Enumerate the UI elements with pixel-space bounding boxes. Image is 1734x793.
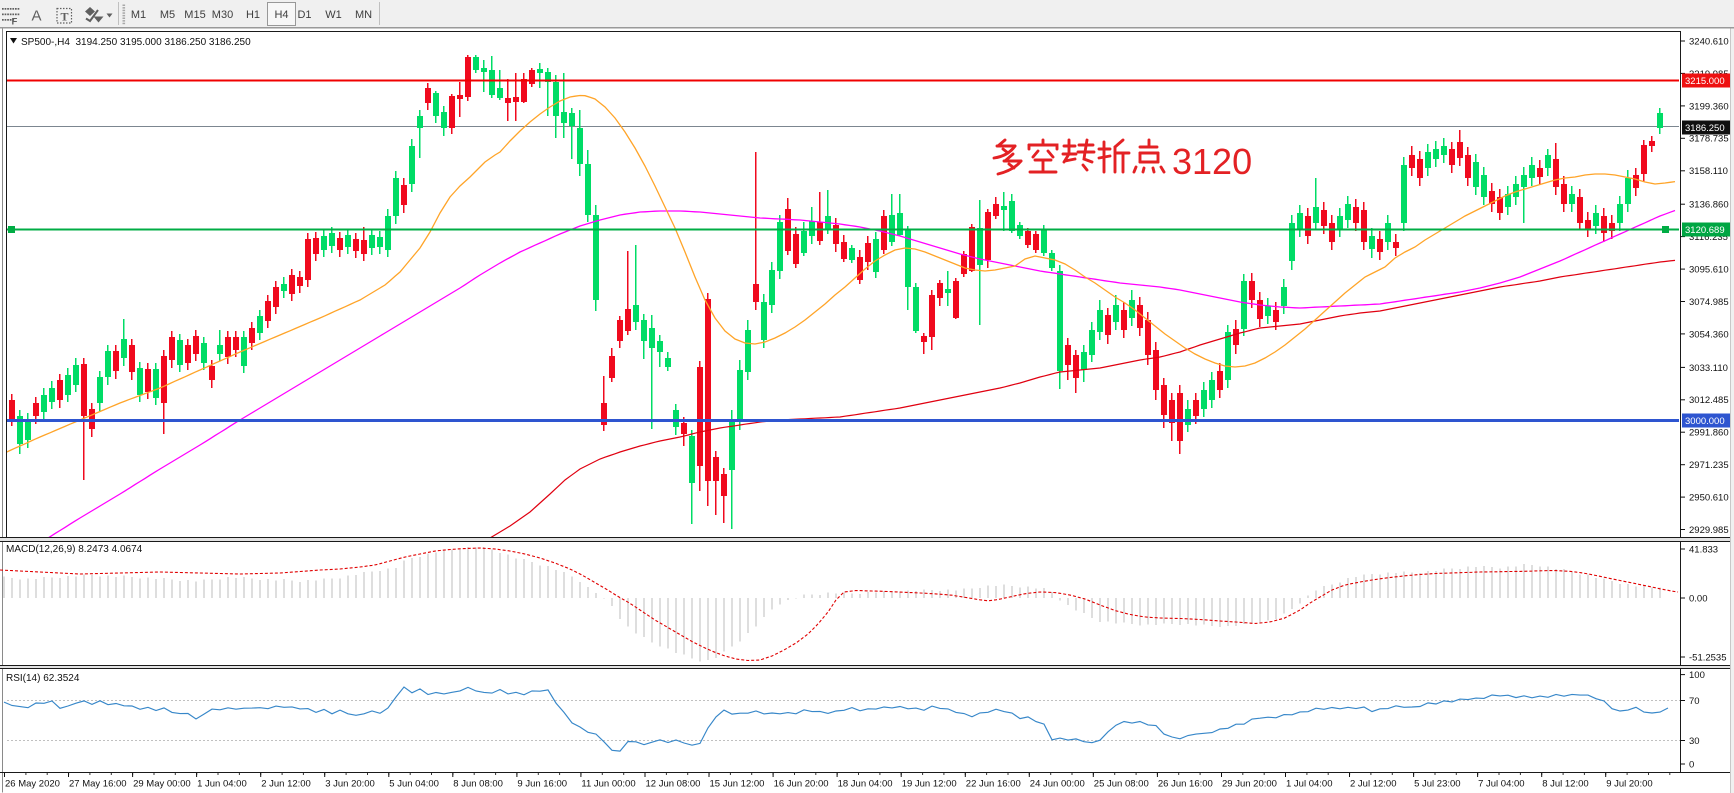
svg-text:41.833: 41.833 bbox=[1689, 544, 1718, 555]
svg-text:M15: M15 bbox=[184, 9, 205, 21]
svg-text:9 Jul 20:00: 9 Jul 20:00 bbox=[1606, 779, 1652, 790]
svg-text:3186.250: 3186.250 bbox=[1685, 123, 1725, 134]
svg-text:MACD(12,26,9) 8.2473 4.0674: MACD(12,26,9) 8.2473 4.0674 bbox=[6, 544, 143, 555]
svg-text:19 Jun 12:00: 19 Jun 12:00 bbox=[902, 779, 957, 790]
svg-text:A: A bbox=[32, 8, 42, 25]
svg-text:3000.000: 3000.000 bbox=[1685, 416, 1725, 427]
svg-text:1 Jul 04:00: 1 Jul 04:00 bbox=[1286, 779, 1332, 790]
svg-text:3178.735: 3178.735 bbox=[1689, 134, 1729, 145]
svg-text:8 Jun 08:00: 8 Jun 08:00 bbox=[453, 779, 503, 790]
svg-text:24 Jun 00:00: 24 Jun 00:00 bbox=[1030, 779, 1085, 790]
svg-text:2 Jun 12:00: 2 Jun 12:00 bbox=[261, 779, 311, 790]
svg-text:M5: M5 bbox=[160, 9, 175, 21]
svg-text:3 Jun 20:00: 3 Jun 20:00 bbox=[325, 779, 375, 790]
svg-text:SP500-,H4 3194.250 3195.000 3: SP500-,H4 3194.250 3195.000 3186.250 318… bbox=[21, 37, 251, 48]
svg-text:D1: D1 bbox=[297, 9, 311, 21]
svg-text:3074.985: 3074.985 bbox=[1689, 297, 1729, 308]
svg-text:0: 0 bbox=[1689, 759, 1694, 770]
svg-text:3215.000: 3215.000 bbox=[1685, 76, 1725, 87]
svg-text:29 Jun 20:00: 29 Jun 20:00 bbox=[1222, 779, 1277, 790]
svg-text:3120.689: 3120.689 bbox=[1685, 225, 1725, 236]
svg-text:9 Jun 16:00: 9 Jun 16:00 bbox=[517, 779, 567, 790]
svg-text:M1: M1 bbox=[131, 9, 146, 21]
svg-text:26 Jun 16:00: 26 Jun 16:00 bbox=[1158, 779, 1213, 790]
svg-text:3012.485: 3012.485 bbox=[1689, 395, 1729, 406]
svg-text:8 Jul 12:00: 8 Jul 12:00 bbox=[1542, 779, 1588, 790]
svg-text:RSI(14) 62.3524: RSI(14) 62.3524 bbox=[6, 673, 80, 684]
svg-text:-51.2535: -51.2535 bbox=[1689, 652, 1727, 663]
svg-text:3033.110: 3033.110 bbox=[1689, 363, 1728, 374]
svg-text:100: 100 bbox=[1689, 670, 1705, 681]
svg-text:W1: W1 bbox=[325, 9, 342, 21]
svg-text:22 Jun 16:00: 22 Jun 16:00 bbox=[966, 779, 1021, 790]
svg-text:0.00: 0.00 bbox=[1689, 593, 1708, 604]
svg-text:15 Jun 12:00: 15 Jun 12:00 bbox=[710, 779, 765, 790]
svg-text:2950.610: 2950.610 bbox=[1689, 493, 1729, 504]
svg-text:3116.235: 3116.235 bbox=[1689, 232, 1728, 243]
svg-text:3158.110: 3158.110 bbox=[1689, 166, 1728, 177]
svg-text:3054.360: 3054.360 bbox=[1689, 329, 1729, 340]
svg-text:29 May 00:00: 29 May 00:00 bbox=[133, 779, 191, 790]
svg-text:5 Jun 04:00: 5 Jun 04:00 bbox=[389, 779, 439, 790]
svg-text:27 May 16:00: 27 May 16:00 bbox=[69, 779, 127, 790]
svg-text:30: 30 bbox=[1689, 736, 1700, 747]
svg-text:1 Jun 04:00: 1 Jun 04:00 bbox=[197, 779, 247, 790]
svg-text:18 Jun 04:00: 18 Jun 04:00 bbox=[838, 779, 893, 790]
svg-text:MN: MN bbox=[355, 9, 372, 21]
svg-text:26 May 2020: 26 May 2020 bbox=[5, 779, 60, 790]
svg-text:2929.985: 2929.985 bbox=[1689, 525, 1729, 536]
svg-text:5 Jul 23:00: 5 Jul 23:00 bbox=[1414, 779, 1460, 790]
svg-text:2 Jul 12:00: 2 Jul 12:00 bbox=[1350, 779, 1396, 790]
svg-text:12 Jun 08:00: 12 Jun 08:00 bbox=[646, 779, 701, 790]
svg-text:H4: H4 bbox=[274, 9, 288, 21]
svg-text:2991.860: 2991.860 bbox=[1689, 428, 1729, 439]
svg-text:11 Jun 00:00: 11 Jun 00:00 bbox=[581, 779, 635, 790]
svg-text:H1: H1 bbox=[246, 9, 260, 21]
svg-text:3240.610: 3240.610 bbox=[1689, 36, 1729, 47]
svg-text:M30: M30 bbox=[212, 9, 233, 21]
svg-text:3095.610: 3095.610 bbox=[1689, 265, 1729, 276]
svg-text:F: F bbox=[12, 17, 18, 28]
svg-text:T: T bbox=[61, 10, 69, 24]
svg-text:25 Jun 08:00: 25 Jun 08:00 bbox=[1094, 779, 1149, 790]
svg-text:7 Jul 04:00: 7 Jul 04:00 bbox=[1478, 779, 1524, 790]
svg-text:16 Jun 20:00: 16 Jun 20:00 bbox=[774, 779, 829, 790]
svg-text:2971.235: 2971.235 bbox=[1689, 460, 1729, 471]
svg-text:70: 70 bbox=[1689, 696, 1700, 707]
svg-text:3136.860: 3136.860 bbox=[1689, 200, 1729, 211]
svg-text:3199.360: 3199.360 bbox=[1689, 101, 1729, 112]
svg-text:3120: 3120 bbox=[1172, 141, 1252, 182]
